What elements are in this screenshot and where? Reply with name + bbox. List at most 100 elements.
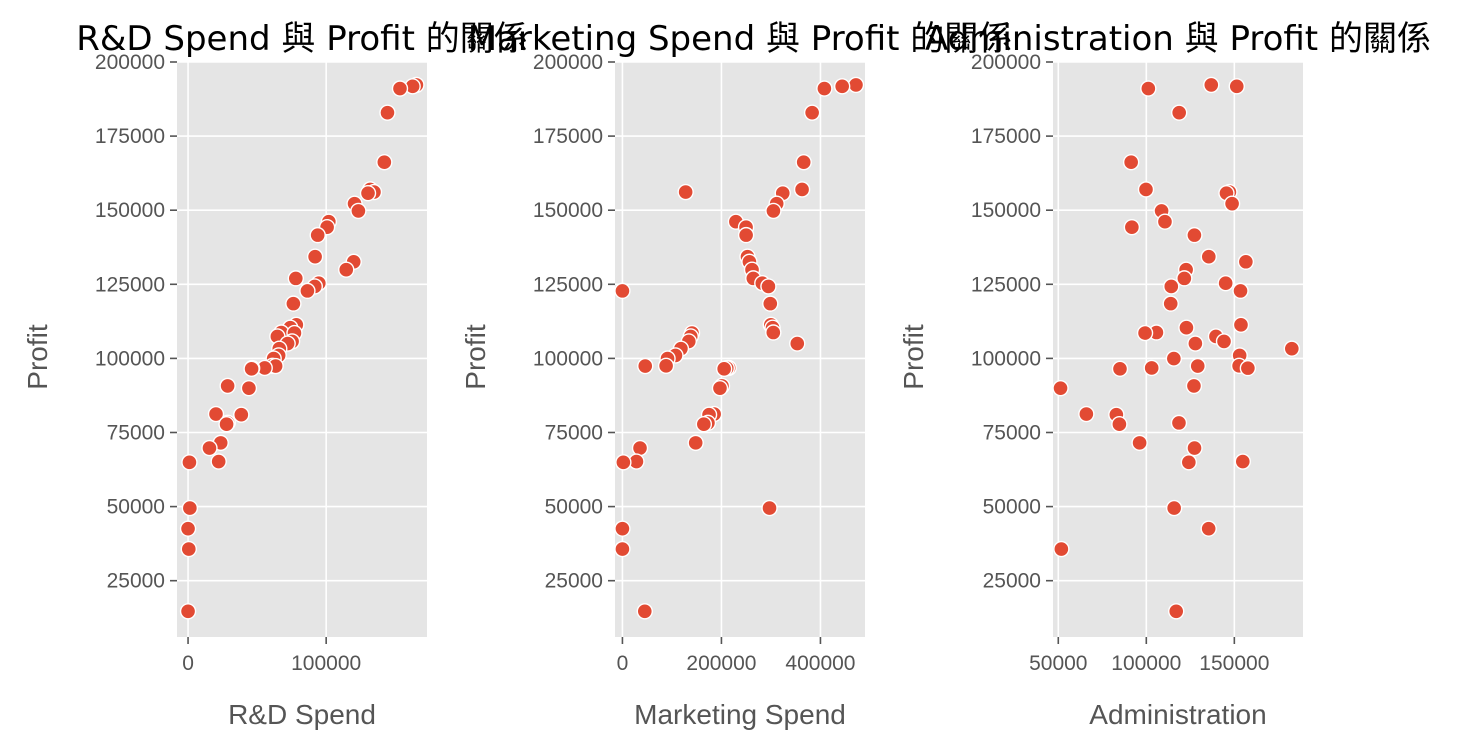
y-tick-label: 125000 <box>533 273 603 296</box>
data-point <box>1168 603 1185 620</box>
plot-area <box>615 62 865 637</box>
data-point <box>1232 282 1249 300</box>
title-administration: Administration 與 Profit 的關係 <box>925 19 1431 59</box>
data-point <box>180 540 197 558</box>
y-tick-label: 50000 <box>107 496 165 519</box>
data-point <box>687 434 704 452</box>
data-point <box>1215 333 1233 350</box>
y-tick-label: 100000 <box>971 347 1041 370</box>
x-tick-label: 100000 <box>1111 652 1181 675</box>
y-tick-label: 150000 <box>95 199 165 222</box>
data-point <box>789 335 806 352</box>
data-point <box>695 415 713 433</box>
data-point <box>1186 439 1203 457</box>
y-tick-label: 75000 <box>107 421 165 444</box>
data-point <box>1176 270 1193 287</box>
y-tick-label: 175000 <box>533 125 603 148</box>
data-point <box>299 282 316 300</box>
data-point <box>285 295 302 312</box>
data-point <box>207 405 225 423</box>
panel-rd-spend: 25000 50000 75000 100000 125000 150000 175000 2… <box>95 51 427 675</box>
data-point <box>636 603 653 620</box>
data-point <box>1187 335 1204 352</box>
data-point <box>1143 359 1160 377</box>
data-point <box>376 154 393 171</box>
data-point <box>677 183 694 201</box>
y-tick-label: 25000 <box>545 570 603 593</box>
data-point <box>1228 78 1245 95</box>
plot-area <box>1053 62 1303 637</box>
data-point <box>1170 104 1188 121</box>
data-point <box>1140 80 1157 97</box>
panel-marketing-spend: 25000 50000 75000 100000 125000 150000 175000 2… <box>533 51 865 675</box>
ticks: 25000 50000 75000 100000 125000 150000 175000 2… <box>971 51 1269 675</box>
data-point <box>1234 453 1251 470</box>
y-tick-label: 175000 <box>971 125 1041 148</box>
data-point <box>737 226 755 244</box>
data-point <box>1239 359 1257 377</box>
y-tick-label: 200000 <box>533 51 603 74</box>
x-tick-label: 400000 <box>785 652 855 675</box>
ylabel-marketing-spend: Profit <box>460 324 491 390</box>
data-point <box>1078 405 1095 423</box>
y-tick-label: 200000 <box>971 51 1041 74</box>
data-point <box>1136 324 1154 342</box>
x-tick-label: 50000 <box>1029 652 1087 675</box>
plot-area <box>177 62 427 637</box>
points <box>614 76 865 620</box>
data-point <box>1163 278 1180 295</box>
data-point <box>1131 434 1148 452</box>
y-tick-label: 50000 <box>983 496 1041 519</box>
data-point <box>1052 379 1069 397</box>
panel-administration: 25000 50000 75000 100000 125000 150000 175000 2… <box>971 51 1303 675</box>
data-point <box>210 453 227 470</box>
data-point <box>379 104 396 121</box>
data-point <box>847 76 865 94</box>
data-point <box>1203 76 1220 94</box>
data-point <box>243 360 260 378</box>
data-point <box>1283 340 1301 357</box>
data-point <box>711 379 729 397</box>
data-point <box>760 278 777 295</box>
ylabel-administration: Profit <box>898 324 929 390</box>
x-tick-label: 100000 <box>291 652 361 675</box>
data-point <box>1223 195 1241 212</box>
data-point <box>793 181 811 198</box>
data-point <box>1165 350 1183 367</box>
x-tick-label: 0 <box>182 652 194 675</box>
data-point <box>1053 540 1070 558</box>
data-point <box>1122 154 1140 171</box>
data-point <box>391 80 409 97</box>
xlabel-marketing-spend: Marketing Spend <box>634 699 846 730</box>
data-point <box>218 415 235 433</box>
x-tick-label: 200000 <box>686 652 756 675</box>
data-point <box>1123 219 1141 236</box>
data-point <box>1180 454 1198 471</box>
y-tick-label: 25000 <box>107 570 165 593</box>
data-point <box>637 357 654 375</box>
y-tick-label: 150000 <box>533 199 603 222</box>
data-point <box>181 454 198 471</box>
xlabel-rd-spend: R&D Spend <box>228 699 376 730</box>
data-point <box>1232 316 1250 334</box>
data-point <box>614 282 631 300</box>
y-tick-label: 50000 <box>545 496 603 519</box>
y-tick-label: 125000 <box>971 273 1041 296</box>
y-tick-label: 200000 <box>95 51 165 74</box>
data-point <box>1186 226 1203 244</box>
data-point <box>240 379 258 397</box>
data-point <box>795 154 812 171</box>
y-tick-label: 125000 <box>95 273 165 296</box>
data-point <box>631 439 649 457</box>
data-point <box>1200 248 1218 265</box>
data-point <box>1189 357 1206 375</box>
y-tick-label: 100000 <box>533 347 603 370</box>
data-point <box>1185 377 1203 395</box>
data-point <box>833 78 851 95</box>
data-point <box>761 499 778 517</box>
data-point <box>306 248 324 265</box>
data-point <box>350 202 367 220</box>
y-tick-label: 75000 <box>983 421 1041 444</box>
data-point <box>1178 319 1195 336</box>
y-tick-label: 150000 <box>971 199 1041 222</box>
